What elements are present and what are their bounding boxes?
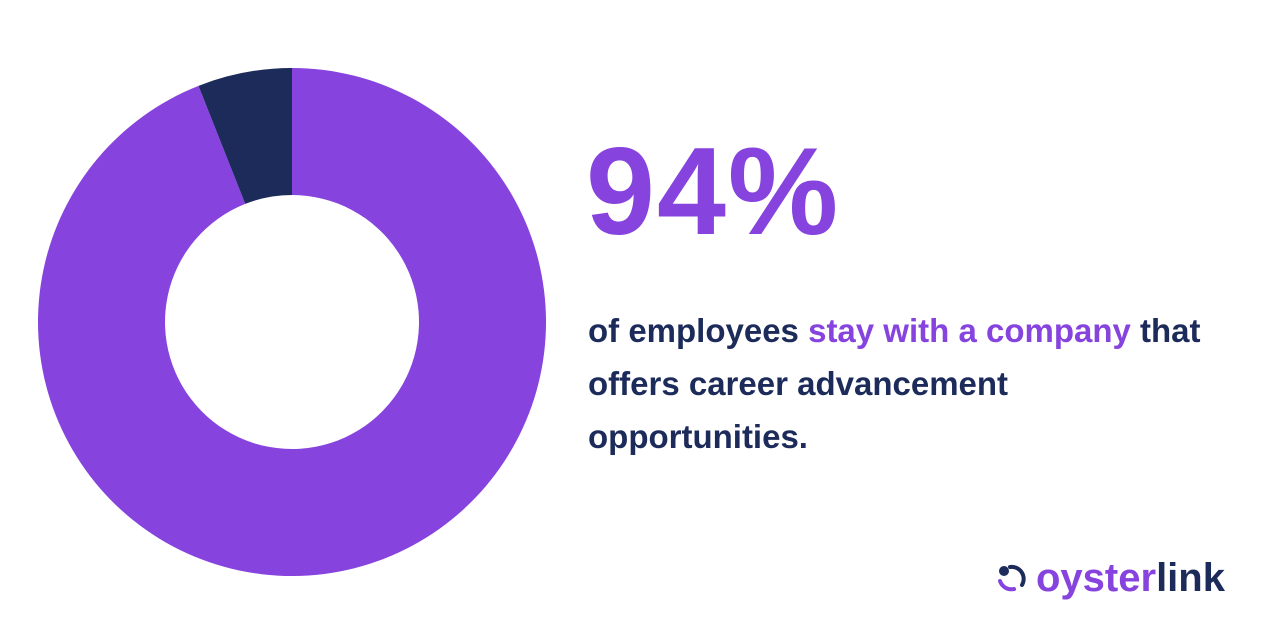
donut-chart [37, 68, 547, 576]
headline-value: 94% [586, 123, 841, 261]
logo-text: link [1156, 556, 1225, 600]
description-part: of employees [588, 312, 799, 349]
donut-slice [37, 68, 547, 576]
logo-text: oyster [1036, 556, 1157, 600]
description: of employees stay with a company that of… [588, 304, 1228, 463]
donut-slice [198, 68, 292, 204]
logo: oyster link [996, 558, 1225, 598]
description-part: that offers career advancement opportuni… [588, 312, 1201, 455]
description-part: stay with a company [808, 312, 1131, 349]
logo-icon [998, 564, 1026, 592]
